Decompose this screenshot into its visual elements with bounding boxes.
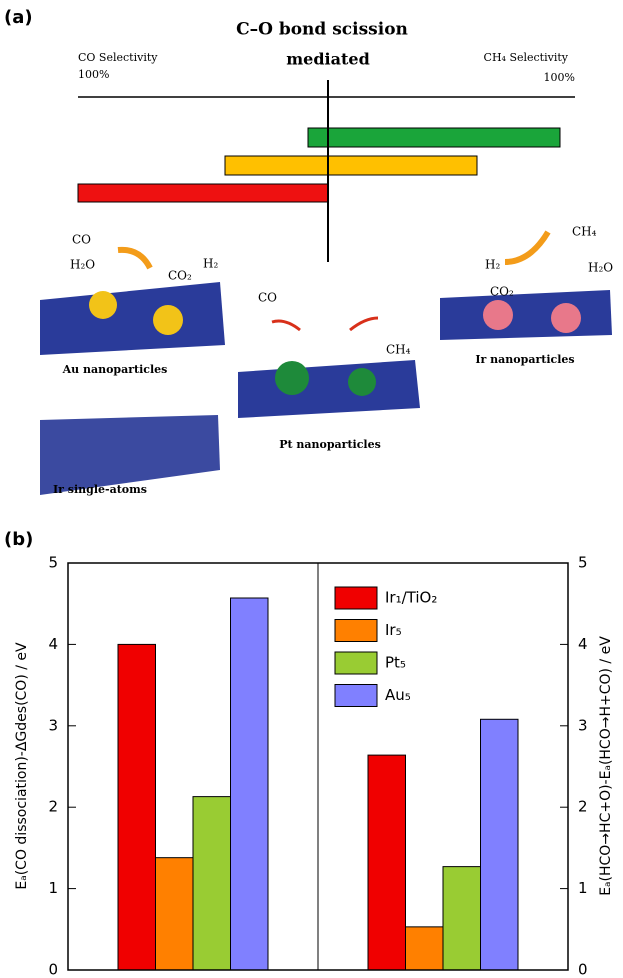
legend-label: Pt₅ <box>385 654 406 672</box>
selectivity-bar <box>77 183 329 203</box>
y-tick-label: 1 <box>48 879 58 897</box>
caption: Ir single-atoms <box>53 483 147 496</box>
molecule-label: CO <box>258 291 277 305</box>
nanoparticle <box>483 300 581 333</box>
legend-label: Au₅ <box>385 686 411 704</box>
arrow <box>349 316 379 332</box>
diagram-title: C–O bond scission <box>236 20 408 40</box>
bar <box>155 857 194 971</box>
arrow <box>504 230 551 265</box>
y-tick-label: 2 <box>48 798 58 816</box>
molecule-label: CH₄ <box>572 225 597 239</box>
molecule-label: H₂O <box>588 261 613 275</box>
bar <box>117 643 156 971</box>
nanoparticle <box>275 361 376 396</box>
y-tick-label: 5 <box>48 554 58 572</box>
bar <box>192 796 231 971</box>
arrow <box>117 246 153 270</box>
legend-swatch <box>334 684 378 707</box>
legend-swatch <box>334 619 378 642</box>
y2-tick-label: 5 <box>578 554 588 572</box>
bar <box>442 866 481 971</box>
y-tick-label: 0 <box>48 961 58 978</box>
y2-tick-label: 3 <box>578 716 588 734</box>
arrow <box>271 319 301 332</box>
legend-label: Ir₅ <box>385 621 402 639</box>
y2-tick-label: 4 <box>578 635 588 653</box>
molecule-labels: CO H₂O CO₂ H₂ CO CH₄ H₂ CO₂ CH₄ H₂O <box>70 225 613 357</box>
y2-tick-label: 2 <box>578 798 588 816</box>
y-tick-label: 3 <box>48 716 58 734</box>
surface <box>40 415 220 495</box>
caption: Pt nanoparticles <box>279 438 381 451</box>
bar <box>480 718 519 971</box>
molecule-label: CO₂ <box>168 269 192 283</box>
molecule-label: CH₄ <box>386 343 411 357</box>
bar <box>230 597 269 971</box>
selectivity-bar <box>307 127 561 148</box>
y2-tick-label: 0 <box>578 961 588 978</box>
y-tick-label: 4 <box>48 635 58 653</box>
axis-end-label: 100% <box>78 68 109 81</box>
axis-end-label: CH₄ Selectivity <box>484 51 569 64</box>
y2-tick-label: 1 <box>578 879 588 897</box>
bar <box>367 754 406 971</box>
axis-end-label: CO Selectivity <box>78 51 158 64</box>
axis-end-label: 100% <box>544 71 575 84</box>
legend-swatch <box>334 651 378 675</box>
surface <box>440 290 612 340</box>
panel-label: (a) <box>4 7 33 28</box>
surface <box>40 282 225 355</box>
molecule-label: H₂ <box>203 257 218 271</box>
diagram-subtitle: mediated <box>286 50 370 69</box>
selectivity-bar <box>224 155 478 176</box>
caption: Ir nanoparticles <box>475 353 574 366</box>
legend-label: Ir₁/TiO₂ <box>385 589 437 607</box>
molecule-label: CO₂ <box>490 285 514 299</box>
y-axis-label: Eₐ(CO dissociation)-ΔGdes(CO) / eV <box>14 642 30 890</box>
panel-label: (b) <box>4 529 33 550</box>
y2-axis-label: Eₐ(HCO→HC+O)-Eₐ(HCO→H+CO) / eV <box>598 636 614 896</box>
molecule-label: CO <box>72 233 91 247</box>
surface <box>238 360 420 418</box>
caption: Au nanoparticles <box>62 363 168 376</box>
nanoparticle <box>89 291 183 335</box>
molecule-label: H₂O <box>70 258 95 272</box>
bar <box>405 926 444 971</box>
legend-swatch <box>334 586 378 610</box>
molecule-label: H₂ <box>485 258 500 272</box>
